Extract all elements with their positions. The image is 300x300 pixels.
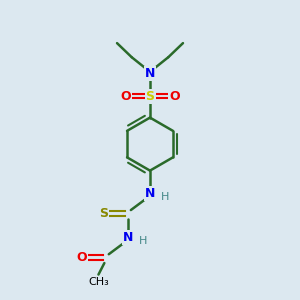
Text: N: N <box>145 187 155 200</box>
Text: H: H <box>161 191 170 202</box>
Text: S: S <box>99 207 108 220</box>
Text: S: S <box>146 90 154 103</box>
Text: H: H <box>139 236 147 246</box>
Text: N: N <box>123 231 133 244</box>
Text: O: O <box>76 251 87 264</box>
Text: O: O <box>120 90 131 103</box>
Text: N: N <box>145 67 155 80</box>
Text: CH₃: CH₃ <box>88 277 109 287</box>
Text: O: O <box>169 90 180 103</box>
